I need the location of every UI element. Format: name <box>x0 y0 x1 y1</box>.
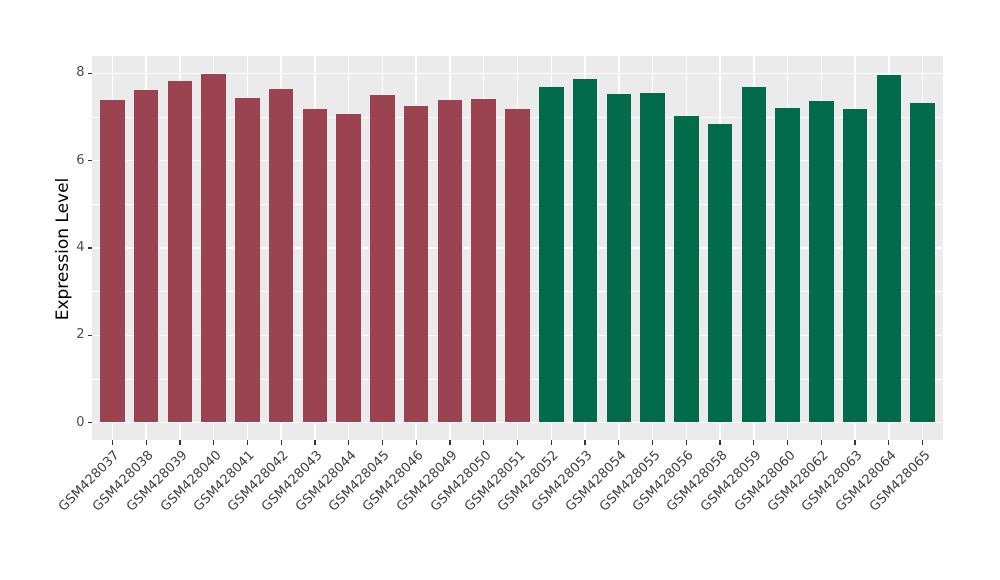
x-axis-tick <box>921 440 924 445</box>
x-axis-tick <box>820 440 822 445</box>
x-axis-tick <box>348 440 350 445</box>
y-tick-label: 4 <box>76 240 85 255</box>
x-axis-tick <box>753 440 755 445</box>
x-axis-tick <box>415 440 417 445</box>
bar <box>910 102 935 422</box>
y-axis-tick <box>87 72 92 74</box>
x-axis-tick <box>719 440 721 445</box>
bar <box>336 114 361 422</box>
bar <box>167 81 193 422</box>
bar <box>403 106 429 422</box>
bar <box>302 109 328 422</box>
x-axis-tick <box>584 440 586 445</box>
bar <box>505 108 530 422</box>
bar <box>370 94 395 422</box>
bar <box>235 98 260 422</box>
y-axis-tick <box>87 422 92 424</box>
bar <box>471 99 496 422</box>
x-axis-tick <box>213 440 215 445</box>
x-axis-tick <box>111 440 114 445</box>
x-axis-tick <box>483 440 485 445</box>
bar <box>437 100 463 422</box>
x-axis-tick <box>381 440 384 445</box>
bar <box>809 100 834 422</box>
y-tick-label: 0 <box>76 414 85 430</box>
x-axis-tick <box>651 440 654 445</box>
bar <box>842 108 868 422</box>
y-tick-label: 8 <box>76 65 85 81</box>
y-axis-tick <box>87 160 92 162</box>
bar <box>133 90 159 422</box>
x-axis-tick <box>280 440 282 445</box>
bar <box>775 107 800 422</box>
x-axis-tick <box>888 440 890 445</box>
x-axis-tick <box>516 440 519 445</box>
x-axis-tick <box>145 440 147 445</box>
bar <box>539 86 564 422</box>
bar <box>640 92 665 422</box>
bar <box>707 124 733 422</box>
y-tick-label: 2 <box>76 327 85 343</box>
plot-panel <box>92 56 943 440</box>
x-axis-tick <box>179 440 181 445</box>
x-axis-tick <box>449 440 451 445</box>
x-axis-tick <box>314 440 316 445</box>
x-axis-tick <box>550 440 552 445</box>
x-axis-tick <box>854 440 856 445</box>
x-axis-tick <box>618 440 620 445</box>
y-axis-tick <box>87 334 92 336</box>
bar <box>201 74 226 422</box>
bar <box>741 87 767 422</box>
bar <box>674 116 699 422</box>
bar <box>606 93 631 422</box>
x-axis-tick <box>685 440 687 445</box>
bar <box>100 99 125 422</box>
bar <box>572 78 598 422</box>
bar <box>876 75 902 422</box>
x-axis-tick <box>246 440 249 445</box>
bar <box>268 89 294 422</box>
x-axis-tick <box>786 440 789 445</box>
y-axis-tick <box>87 247 92 249</box>
y-tick-label: 6 <box>76 152 85 168</box>
